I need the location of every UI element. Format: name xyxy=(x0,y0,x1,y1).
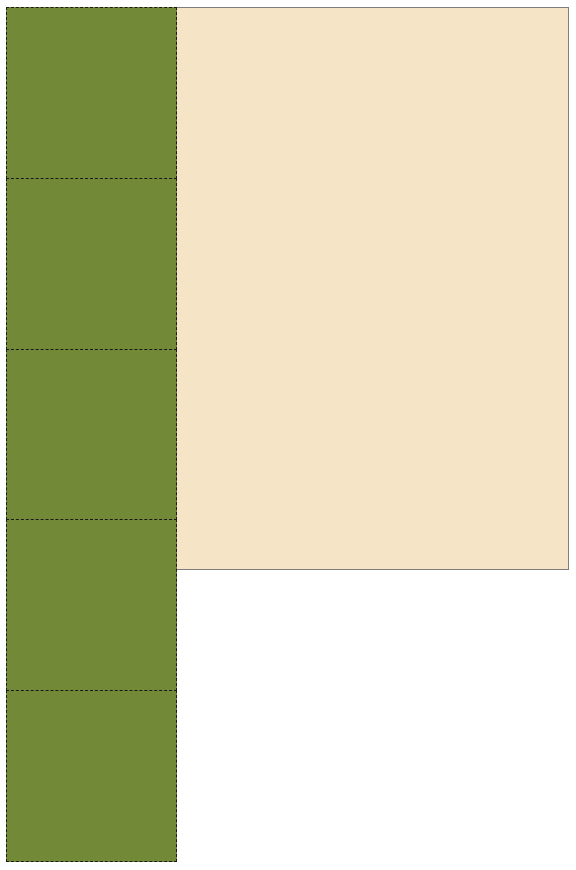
green-tile-5 xyxy=(6,690,177,862)
green-tile-3 xyxy=(6,348,177,521)
green-tile-2 xyxy=(6,177,177,350)
green-tile-4 xyxy=(6,519,177,692)
tile-column xyxy=(6,7,177,862)
green-tile-1 xyxy=(6,7,177,179)
